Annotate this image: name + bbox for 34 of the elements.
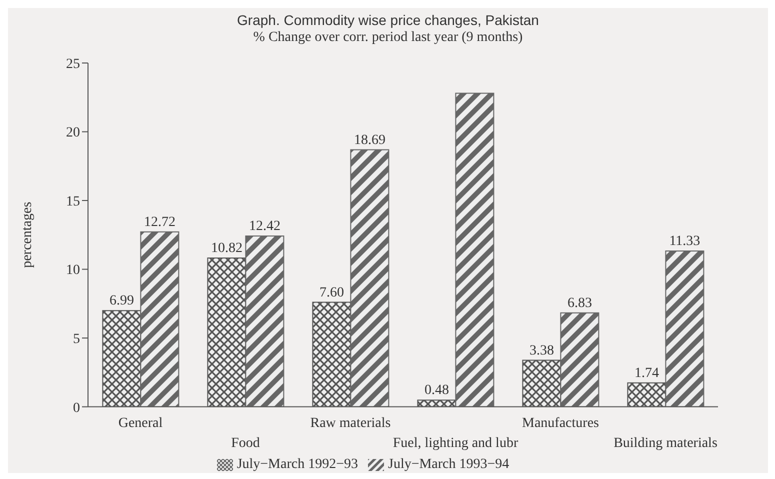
data-label: 3.38 [529,343,554,358]
y-tick-label: 20 [66,126,80,141]
bar [560,312,600,407]
bar [350,149,390,407]
data-label: 10.82 [210,240,242,256]
x-tick-label: Building materials [614,436,718,451]
data-label: 6.99 [109,294,134,309]
bar [665,250,704,407]
x-tick-label: Manufactures [522,416,599,431]
legend-label: July−March 1992−93 [236,457,358,472]
data-label: 6.83 [567,296,592,311]
legend-label: July−March 1993−94 [388,457,510,472]
data-label: 11.33 [669,234,700,249]
chart-title: Graph. Commodity wise price changes, Pakistan [236,12,540,28]
data-label: 12.42 [248,218,280,234]
data-label: 1.74 [634,366,659,381]
bar [140,231,180,407]
data-label: 7.60 [319,285,344,300]
bar [455,92,494,407]
y-tick-label: 15 [66,194,80,210]
data-label: 18.69 [354,132,386,148]
x-tick-label: Food [231,436,260,451]
y-tick-label: 0 [73,400,80,416]
y-tick-label: 5 [73,332,80,347]
y-tick-label: 25 [66,56,80,72]
data-label: 12.72 [144,214,176,230]
data-label: 0.48 [424,383,449,398]
x-tick-label: Fuel, lighting and lubr [392,436,518,451]
y-tick-label: 10 [66,263,80,278]
x-tick-label: Raw materials [310,416,391,431]
x-tick-label: General [118,416,163,431]
bar [245,235,284,407]
chart-subtitle: % Change over corr. period last year (9 months) [252,30,524,46]
y-axis-title: percentages [20,202,35,268]
